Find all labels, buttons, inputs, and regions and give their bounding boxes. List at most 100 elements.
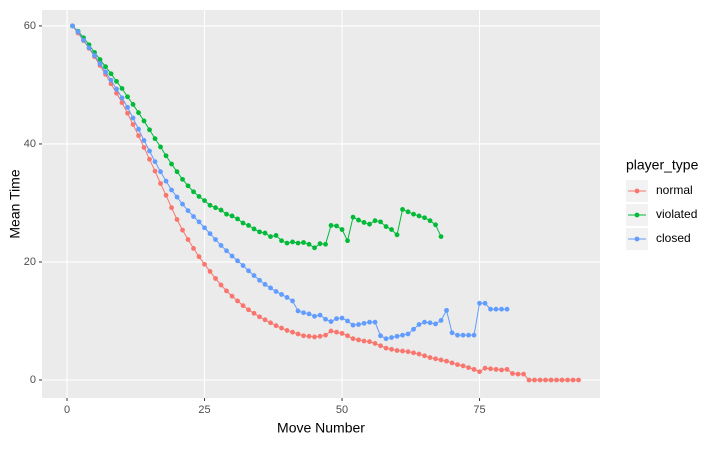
point — [389, 346, 394, 352]
point — [444, 307, 449, 313]
point — [328, 222, 334, 228]
point — [152, 168, 158, 174]
point — [339, 315, 345, 321]
point — [257, 229, 262, 235]
point — [499, 367, 504, 373]
point — [185, 208, 191, 214]
point — [466, 365, 471, 371]
point — [213, 237, 218, 242]
legend-point — [634, 212, 640, 218]
point — [482, 365, 488, 371]
point — [361, 338, 367, 344]
legend-point — [634, 236, 640, 242]
point — [477, 300, 482, 306]
point — [466, 332, 471, 338]
point — [350, 214, 356, 220]
point — [268, 234, 273, 240]
point — [411, 326, 416, 332]
point — [108, 77, 114, 83]
legend-point — [634, 188, 640, 194]
point — [191, 189, 196, 195]
point — [114, 86, 119, 92]
point — [389, 335, 394, 340]
point — [130, 122, 136, 127]
point — [317, 312, 323, 318]
point — [383, 345, 389, 351]
point — [356, 322, 361, 327]
point — [97, 57, 103, 62]
point — [268, 285, 273, 291]
point — [284, 328, 290, 333]
point — [317, 333, 323, 339]
point — [565, 377, 570, 383]
point — [345, 333, 350, 339]
point — [416, 322, 422, 327]
point — [576, 377, 581, 383]
point — [460, 363, 466, 369]
point — [141, 118, 147, 124]
point — [295, 331, 301, 337]
point — [334, 223, 339, 229]
x-tick-label: 25 — [198, 404, 210, 416]
point — [411, 350, 416, 356]
point — [317, 241, 323, 247]
point — [207, 202, 213, 208]
point — [262, 230, 268, 236]
point — [136, 110, 141, 116]
point — [422, 215, 427, 221]
point — [229, 253, 235, 259]
point — [273, 233, 279, 238]
point — [97, 61, 103, 67]
point — [119, 95, 125, 101]
panel — [42, 10, 600, 398]
point — [185, 237, 191, 242]
point — [493, 366, 499, 372]
x-tick-label: 50 — [336, 404, 348, 416]
point — [416, 351, 422, 357]
point — [147, 127, 152, 133]
point — [427, 218, 433, 224]
point — [158, 144, 163, 150]
point — [180, 201, 185, 207]
point — [455, 362, 460, 368]
point — [119, 100, 125, 106]
point — [372, 341, 378, 346]
point — [130, 102, 136, 107]
point — [515, 371, 521, 377]
point — [169, 161, 174, 167]
point — [174, 169, 180, 175]
legend-title: player_type — [626, 157, 699, 173]
point — [202, 261, 207, 267]
point — [163, 192, 169, 198]
point — [422, 319, 427, 325]
point — [438, 357, 444, 363]
point — [504, 366, 510, 372]
point — [125, 110, 130, 116]
point — [433, 356, 438, 362]
point — [400, 332, 405, 338]
point — [196, 254, 202, 260]
point — [240, 220, 246, 226]
point — [251, 310, 257, 316]
point — [427, 320, 433, 326]
point — [251, 226, 257, 232]
point — [554, 377, 559, 383]
point — [218, 207, 224, 213]
point — [394, 333, 400, 339]
point — [279, 238, 284, 244]
point — [229, 293, 235, 299]
point — [328, 319, 334, 324]
point — [207, 269, 213, 274]
point — [433, 321, 438, 327]
point — [169, 187, 174, 193]
point — [356, 337, 361, 343]
point — [361, 220, 367, 225]
point — [290, 298, 295, 304]
y-tick-label: 40 — [24, 138, 36, 150]
point — [312, 334, 317, 340]
point — [345, 238, 350, 244]
point — [279, 292, 284, 297]
point — [526, 377, 532, 383]
legend-label: violated — [656, 207, 697, 221]
point — [449, 330, 455, 336]
